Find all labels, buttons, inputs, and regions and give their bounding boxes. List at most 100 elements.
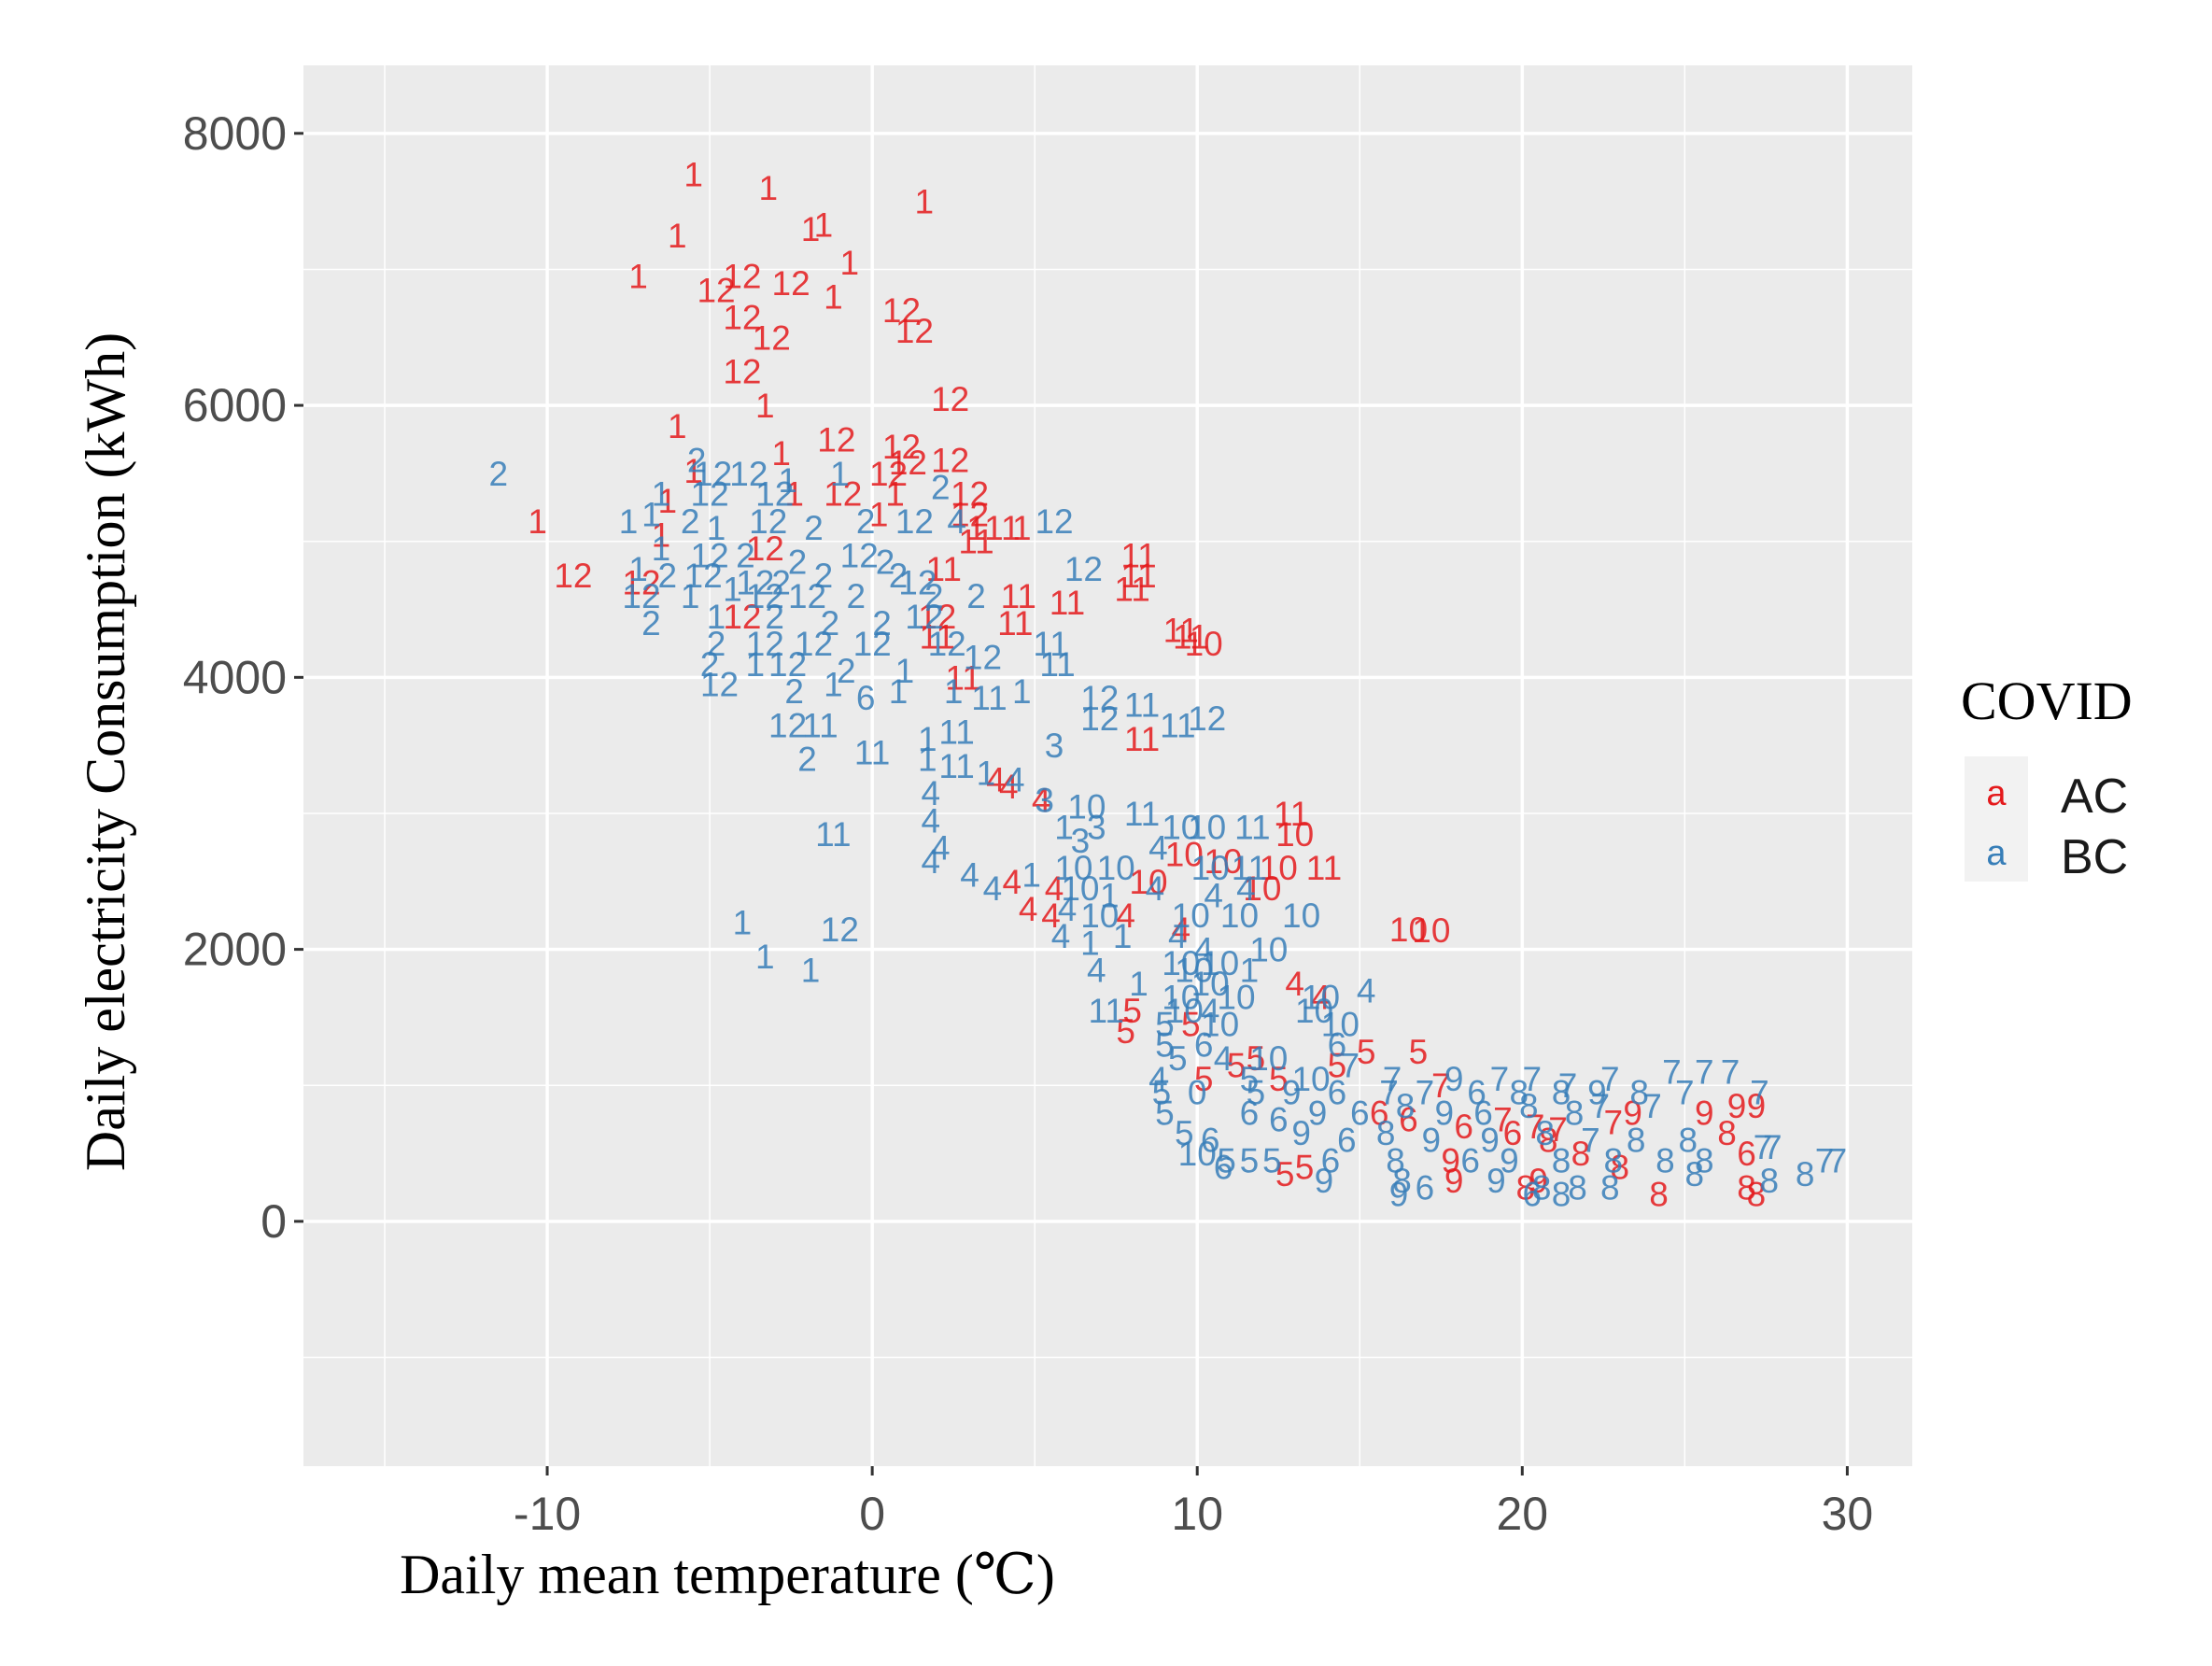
data-point-bc: 10 [1295, 992, 1333, 1030]
data-point-bc: 10 [1162, 809, 1200, 847]
data-point-ac: 12 [931, 441, 969, 479]
data-point-bc: 12 [898, 563, 937, 601]
data-point-bc: 8 [1510, 1074, 1529, 1112]
data-point-bc: 8 [1392, 1162, 1412, 1200]
data-point-bc: 8 [1684, 1155, 1704, 1193]
data-point-bc: 4 [1146, 869, 1165, 908]
data-point-bc: 7 [1695, 1053, 1714, 1092]
data-point-ac: 1 [628, 258, 648, 296]
data-point-bc: 9 [1291, 1114, 1311, 1152]
data-point-bc: 4 [1051, 917, 1071, 955]
x-tick-label: 20 [1496, 1488, 1548, 1540]
data-point-bc: 1 [1113, 917, 1133, 955]
data-point-bc: 1 [778, 461, 797, 500]
data-point-ac: 12 [753, 318, 791, 357]
data-point-bc: 6 [1214, 1149, 1233, 1187]
data-point-ac: 1 [801, 210, 821, 248]
data-point-bc: 6 [1321, 1141, 1341, 1179]
data-point-bc: 12 [1188, 699, 1226, 738]
data-point-bc: 12 [928, 625, 966, 663]
data-point-ac: 1 [528, 502, 547, 541]
data-point-bc: 10 [1175, 951, 1213, 989]
data-point-bc: 9 [1434, 1094, 1454, 1132]
data-point-ac: 12 [723, 598, 761, 636]
data-point-ac: 12 [746, 529, 784, 568]
data-point-ac: 10 [1204, 842, 1242, 881]
data-point-bc: 9 [1422, 1121, 1442, 1159]
data-point-ac: 10 [1260, 849, 1298, 887]
y-tick-label: 6000 [183, 379, 287, 431]
data-point-ac: 7 [1603, 1104, 1623, 1142]
data-point-bc: 1 [1129, 965, 1148, 1003]
data-point-bc: 1 [1080, 924, 1100, 962]
data-point-ac: 8 [1571, 1135, 1591, 1173]
data-point-ac: 6 [1503, 1114, 1523, 1152]
legend-key-ac: a [1986, 774, 2007, 813]
data-point-bc: 1 [681, 577, 700, 615]
data-point-bc: 1 [755, 938, 775, 976]
data-point-ac: 12 [697, 271, 735, 309]
data-point-bc: 6 [856, 679, 876, 717]
data-point-bc: 11 [1039, 645, 1075, 684]
data-point-bc: 1 [1021, 856, 1041, 895]
data-point-bc: 12 [700, 666, 739, 704]
data-point-bc: 2 [700, 645, 720, 684]
data-point-bc: 6 [1328, 1026, 1347, 1065]
data-point-bc: 5 [1155, 1094, 1175, 1132]
data-point-bc: 8 [1535, 1114, 1555, 1152]
data-point-ac: 1 [668, 217, 687, 255]
data-point-bc: 12 [768, 706, 807, 744]
data-point-bc: 12 [1064, 550, 1103, 588]
data-point-bc: 1 [824, 666, 843, 704]
data-point-ac: 9 [1727, 1087, 1747, 1125]
data-point-ac: 10 [1185, 625, 1223, 663]
data-point-bc: 7 [1581, 1121, 1600, 1159]
data-point-ac: 12 [889, 444, 927, 482]
data-point-bc: 7 [1642, 1087, 1662, 1125]
data-point-bc: 6 [1240, 1094, 1260, 1132]
data-point-bc: 10 [1220, 897, 1259, 935]
data-point-bc: 5 [1168, 1039, 1188, 1078]
data-point-bc: 3 [1045, 727, 1064, 765]
data-point-bc: 11 [1160, 706, 1195, 744]
data-point-bc: 12 [840, 536, 879, 574]
data-point-bc: 0 [1188, 1074, 1207, 1112]
data-point-bc: 4 [1204, 876, 1223, 914]
data-point-bc: 8 [1627, 1121, 1646, 1159]
data-point-ac: 12 [772, 264, 810, 303]
data-point-bc: 2 [681, 502, 700, 541]
data-point-ac: 11 [1124, 720, 1160, 758]
data-point-bc: 8 [1695, 1141, 1714, 1179]
data-point-bc: 7 [1600, 1060, 1620, 1098]
data-point-bc: 6 [1201, 1121, 1220, 1159]
data-point-bc: 3 [1087, 809, 1106, 847]
data-point-ac: 1 [839, 244, 859, 282]
data-point-bc: 12 [1080, 679, 1119, 717]
data-point-bc: 7 [1763, 1128, 1782, 1166]
data-point-bc: 10 [1080, 897, 1119, 935]
data-point-ac: 11 [945, 658, 980, 697]
data-point-bc: 8 [1629, 1074, 1649, 1112]
y-tick-label: 0 [261, 1195, 287, 1248]
data-point-bc: 11 [1124, 795, 1160, 833]
data-point-ac: 11 [1120, 557, 1156, 595]
legend-label-bc: BC [2061, 830, 2128, 884]
data-point-bc: 1 [944, 672, 964, 711]
data-point-ac: 7 [1548, 1110, 1568, 1149]
data-point-ac: 9 [1441, 1141, 1460, 1179]
gridlines [303, 65, 1912, 1466]
data-point-bc: 8 [1600, 1168, 1620, 1207]
data-point-ac: 11 [1163, 611, 1199, 649]
data-point-bc: 10 [1302, 979, 1340, 1017]
data-point-ac: 8 [1747, 1176, 1767, 1214]
data-point-ac: 11 [1306, 849, 1342, 887]
data-point-ac: 4 [1041, 897, 1061, 935]
data-point-ac: 1 [824, 278, 843, 317]
data-point-bc: 10 [1061, 869, 1099, 908]
data-point-bc: 8 [1568, 1168, 1587, 1207]
data-point-bc: 8 [1679, 1121, 1698, 1159]
data-point-bc: 9 [1587, 1074, 1607, 1112]
data-point-bc: 1 [918, 720, 937, 758]
data-point-bc: 12 [821, 911, 859, 949]
